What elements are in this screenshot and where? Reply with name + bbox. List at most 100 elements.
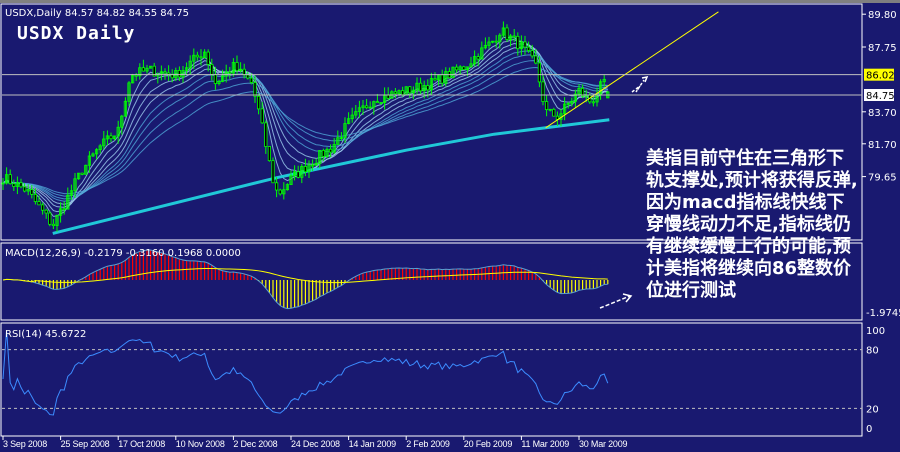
candle xyxy=(242,63,246,79)
ema-16-line xyxy=(2,46,608,205)
candle xyxy=(256,93,261,115)
candle-body xyxy=(508,35,513,40)
candle xyxy=(372,100,376,115)
candle xyxy=(102,131,106,150)
candle xyxy=(188,55,192,75)
rsi-label: RSI(14) 45.6722 xyxy=(5,329,86,340)
candle-body xyxy=(433,78,437,81)
candle-body xyxy=(393,91,398,95)
candle-body xyxy=(454,66,459,71)
candle xyxy=(192,48,196,70)
candle xyxy=(570,97,574,107)
candle xyxy=(483,37,488,50)
candle xyxy=(33,188,38,205)
candle xyxy=(505,24,509,42)
candle xyxy=(113,135,117,141)
candle-body xyxy=(321,150,326,157)
candle xyxy=(321,148,326,162)
candle xyxy=(429,72,434,95)
candle-body xyxy=(134,74,138,77)
candle xyxy=(462,65,466,71)
candle-body xyxy=(274,182,279,191)
arrow-head-icon xyxy=(641,75,649,83)
candle-body xyxy=(339,137,344,139)
candle xyxy=(523,35,527,55)
x-tick-label: 24 Dec 2008 xyxy=(291,439,340,449)
candle-body xyxy=(80,172,84,175)
candle xyxy=(282,182,286,200)
candle xyxy=(318,150,322,169)
candle xyxy=(303,158,308,177)
candle-body xyxy=(563,103,567,115)
price-marker-box xyxy=(864,68,894,81)
candle-body xyxy=(472,56,477,65)
candle xyxy=(285,183,290,191)
candle xyxy=(336,130,340,145)
candle xyxy=(508,33,513,47)
candle xyxy=(95,148,99,160)
rsi-series xyxy=(2,329,862,416)
candle-body xyxy=(22,186,27,192)
candle xyxy=(141,59,145,72)
candle-body xyxy=(141,67,145,72)
candle-body xyxy=(523,41,527,48)
candle-body xyxy=(69,190,73,196)
candle-body xyxy=(530,50,534,57)
candle xyxy=(48,210,52,227)
up-arrow-icon xyxy=(631,79,645,93)
candle-body xyxy=(368,106,372,109)
ema-45-line xyxy=(2,67,608,195)
candle-body xyxy=(51,223,56,227)
x-tick-label: 25 Sep 2008 xyxy=(61,439,110,449)
trendline xyxy=(545,11,719,129)
candle-body xyxy=(282,189,286,195)
candle xyxy=(519,35,524,56)
candle-body xyxy=(37,201,41,206)
candle-body xyxy=(537,62,542,83)
candle xyxy=(476,53,480,67)
candle-body xyxy=(505,27,509,40)
candle-body xyxy=(181,70,185,78)
candle-body xyxy=(62,208,66,211)
candle xyxy=(440,69,444,87)
candle-body xyxy=(206,51,210,65)
candle xyxy=(41,202,45,215)
rsi-y-tick-label: 0 xyxy=(866,424,872,435)
candle-body xyxy=(426,85,430,91)
candle xyxy=(458,65,462,75)
candle-body xyxy=(336,137,340,145)
analysis-annotation: 美指目前守住在三角形下轨支撑处,预计将获得反弹,因为macd指标线快线下穿慢线动… xyxy=(646,148,858,301)
ema-26-line xyxy=(2,54,608,200)
candle-body xyxy=(109,135,113,140)
candle xyxy=(123,97,127,118)
candle-body xyxy=(98,145,102,151)
candle xyxy=(534,49,538,65)
candle xyxy=(220,69,225,83)
candle-body xyxy=(217,81,221,84)
candle xyxy=(581,84,585,99)
candle xyxy=(451,66,455,79)
candle xyxy=(404,86,408,96)
candle xyxy=(130,73,135,84)
candle xyxy=(26,184,30,196)
candle-body xyxy=(469,63,473,68)
candle xyxy=(408,85,412,98)
price-marker-label: 84.75 xyxy=(866,91,895,102)
candle xyxy=(300,163,304,184)
candle xyxy=(339,132,344,141)
candle xyxy=(12,179,16,191)
candle-body xyxy=(15,182,20,187)
candle xyxy=(91,152,95,158)
candle xyxy=(346,112,351,125)
candle xyxy=(15,176,20,195)
candle xyxy=(480,41,484,60)
ema-34-line xyxy=(2,60,608,197)
candle xyxy=(490,40,495,44)
candle xyxy=(30,185,34,199)
candle xyxy=(177,66,181,81)
candle-body xyxy=(325,148,329,157)
candle xyxy=(516,32,520,56)
candle-body xyxy=(357,107,362,112)
candle-body xyxy=(231,62,235,74)
